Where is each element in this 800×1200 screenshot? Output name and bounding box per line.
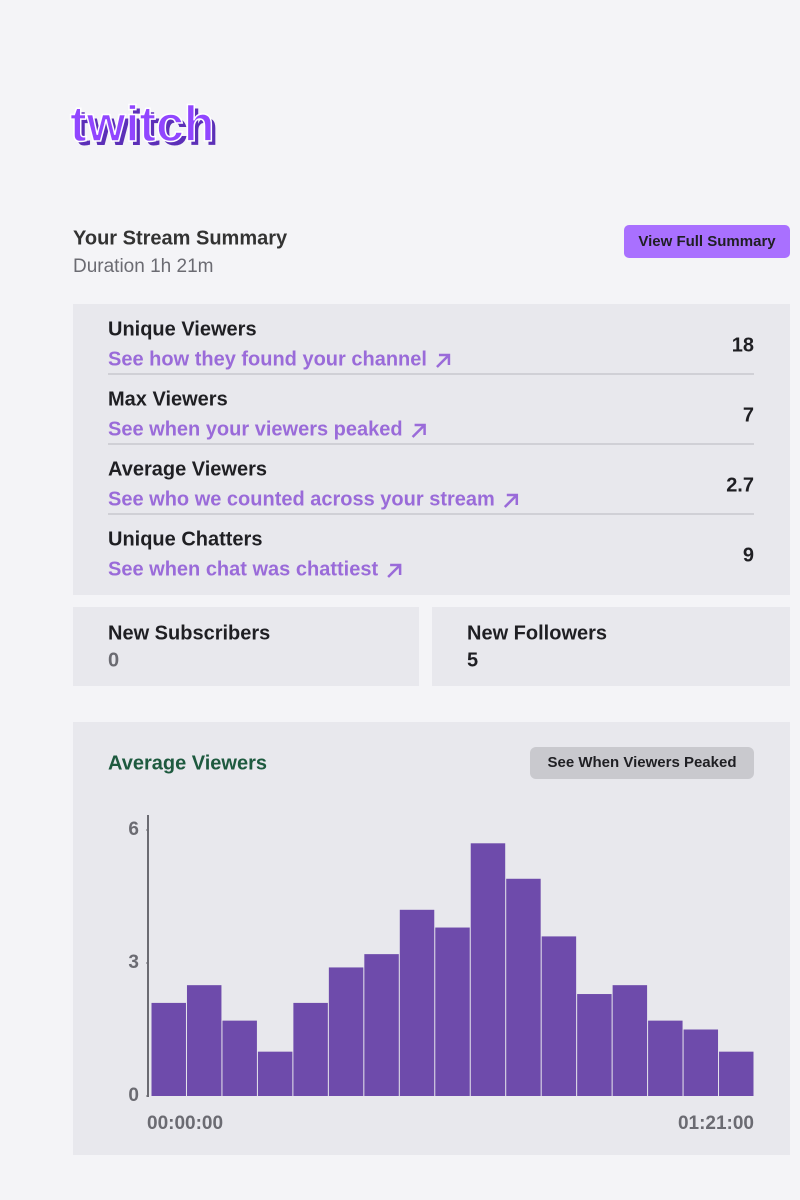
arrow-icon[interactable] bbox=[503, 493, 519, 508]
card-label: New Subscribers bbox=[108, 622, 270, 644]
peak-button[interactable] bbox=[530, 747, 754, 779]
stat-label: Max Viewers bbox=[108, 388, 228, 410]
bar bbox=[257, 1051, 293, 1096]
stats-card bbox=[73, 304, 790, 595]
view-summary-button-text[interactable]: View Full Summary bbox=[638, 233, 776, 250]
bar bbox=[364, 954, 399, 1096]
stat-link[interactable]: See when chat was chattiest bbox=[108, 558, 378, 580]
y-tick-label: 6 bbox=[128, 819, 139, 840]
bar bbox=[435, 927, 470, 1096]
card-value: 0 bbox=[108, 649, 119, 671]
bar bbox=[719, 1051, 754, 1096]
bar bbox=[151, 1002, 186, 1096]
chart-title: Average Viewers bbox=[108, 752, 267, 774]
bar bbox=[399, 909, 435, 1096]
stat-label: Unique Chatters bbox=[108, 528, 262, 550]
bar bbox=[328, 967, 364, 1096]
followers-card bbox=[432, 607, 790, 686]
peak-button-text[interactable]: See When Viewers Peaked bbox=[548, 754, 737, 771]
stat-link[interactable]: See who we counted across your stream bbox=[108, 488, 495, 510]
stat-value: 9 bbox=[743, 544, 754, 566]
bar bbox=[683, 1029, 719, 1096]
stat-link[interactable]: See when your viewers peaked bbox=[108, 418, 403, 440]
y-tick-label: 3 bbox=[128, 952, 139, 973]
duration: Duration 1h 21m bbox=[73, 256, 213, 277]
stat-label: Unique Viewers bbox=[108, 318, 257, 340]
view-summary-button[interactable] bbox=[624, 225, 790, 258]
bar bbox=[648, 1020, 683, 1096]
y-tick-label: 0 bbox=[128, 1085, 139, 1106]
stat-value: 7 bbox=[743, 404, 754, 426]
x-tick-label: 01:21:00 bbox=[678, 1113, 754, 1134]
bar bbox=[222, 1020, 257, 1096]
bar bbox=[612, 985, 648, 1096]
arrow-icon[interactable] bbox=[436, 353, 451, 368]
stat-value: 2.7 bbox=[726, 474, 754, 496]
bar bbox=[506, 878, 541, 1096]
bar bbox=[577, 994, 612, 1096]
logo-shadow: twitch bbox=[74, 100, 218, 156]
bar bbox=[541, 936, 577, 1096]
arrow-icon[interactable] bbox=[411, 423, 426, 438]
arrow-icon[interactable] bbox=[387, 563, 402, 578]
logo: twitch bbox=[70, 96, 214, 152]
bar bbox=[293, 1002, 328, 1096]
summary-title: Your Stream Summary bbox=[73, 227, 288, 249]
stat-label: Average Viewers bbox=[108, 458, 267, 480]
stat-link[interactable]: See how they found your channel bbox=[108, 348, 427, 370]
card-label: New Followers bbox=[467, 622, 607, 644]
bar bbox=[186, 985, 222, 1096]
subscribers-card bbox=[73, 607, 419, 686]
stat-value: 18 bbox=[732, 334, 754, 356]
bar bbox=[470, 843, 506, 1096]
card-value: 5 bbox=[467, 649, 478, 671]
x-tick-label: 00:00:00 bbox=[147, 1113, 223, 1134]
